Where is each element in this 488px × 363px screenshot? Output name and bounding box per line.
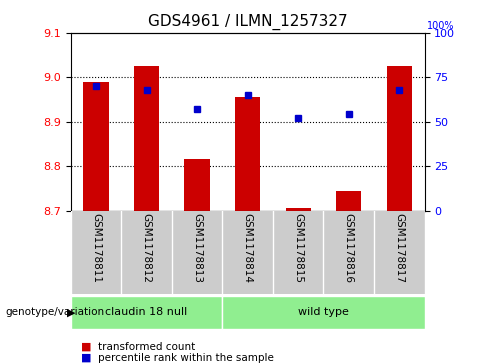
Bar [336,191,362,211]
Text: 100%: 100% [427,21,455,31]
Bar [285,208,311,211]
Text: GSM1178813: GSM1178813 [192,213,202,283]
Text: transformed count: transformed count [98,342,195,352]
Text: GSM1178815: GSM1178815 [293,213,303,283]
Text: percentile rank within the sample: percentile rank within the sample [98,352,273,363]
Text: wild type: wild type [298,307,349,317]
Text: ▶: ▶ [67,307,76,317]
Text: claudin 18 null: claudin 18 null [105,307,188,317]
Title: GDS4961 / ILMN_1257327: GDS4961 / ILMN_1257327 [148,14,347,30]
Bar [235,97,260,211]
Text: GSM1178812: GSM1178812 [142,213,152,283]
Bar [83,82,109,211]
Text: genotype/variation: genotype/variation [5,307,104,317]
Bar [134,66,159,211]
Bar [223,296,425,329]
Bar [386,66,412,211]
Text: GSM1178816: GSM1178816 [344,213,354,283]
Text: GSM1178814: GSM1178814 [243,213,253,283]
Text: GSM1178811: GSM1178811 [91,213,101,283]
Text: GSM1178817: GSM1178817 [394,213,404,283]
Bar [184,159,210,211]
Bar [71,296,223,329]
Text: ■: ■ [81,352,91,363]
Text: ■: ■ [81,342,91,352]
